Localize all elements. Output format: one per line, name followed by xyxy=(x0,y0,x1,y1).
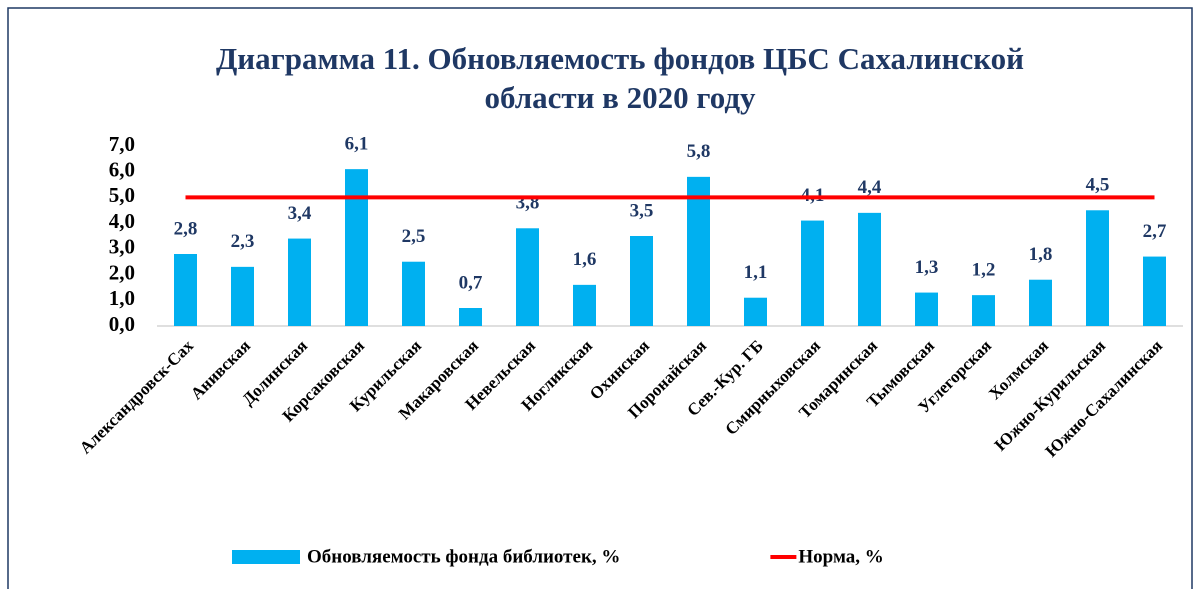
x-tick-label: Смирныховская xyxy=(721,336,824,439)
data-label: 0,7 xyxy=(459,272,483,293)
data-label: 4,4 xyxy=(858,177,882,198)
data-label: 4,5 xyxy=(1086,175,1110,196)
data-label: 1,8 xyxy=(1029,244,1053,265)
bar xyxy=(1143,256,1166,326)
bar xyxy=(1086,210,1109,326)
y-tick-label: 6,0 xyxy=(109,158,135,182)
bar xyxy=(630,236,653,326)
y-tick-label: 0,0 xyxy=(109,312,135,336)
y-tick-label: 2,0 xyxy=(109,260,135,284)
data-label: 1,6 xyxy=(573,249,597,270)
data-label: 5,8 xyxy=(687,141,711,162)
data-label: 2,7 xyxy=(1143,221,1167,242)
bar xyxy=(345,169,368,326)
data-label: 2,3 xyxy=(231,231,255,252)
data-label: 1,2 xyxy=(972,260,996,281)
x-tick-label: Александровск-Сах xyxy=(76,336,198,458)
bar xyxy=(858,212,881,326)
y-tick-label: 7,0 xyxy=(109,132,135,156)
y-tick-label: 5,0 xyxy=(109,183,135,207)
bar xyxy=(459,308,482,326)
bar xyxy=(516,228,539,326)
y-tick-label: 4,0 xyxy=(109,209,135,233)
chart-title: Диаграмма 11. Обновляемость фондов ЦБС С… xyxy=(216,41,1024,76)
bar xyxy=(744,297,767,326)
data-label: 3,5 xyxy=(630,200,654,221)
bar xyxy=(231,266,254,326)
bar xyxy=(801,220,824,326)
bar xyxy=(1029,279,1052,326)
bar xyxy=(573,284,596,326)
data-label: 2,8 xyxy=(174,218,198,239)
bar xyxy=(402,261,425,326)
chart-title: области в 2020 году xyxy=(484,80,756,115)
data-label: 2,5 xyxy=(402,226,426,247)
legend-swatch xyxy=(232,550,300,564)
chart-frame xyxy=(7,7,1193,589)
x-tick-label: Южно-Курильская xyxy=(991,336,1110,455)
bar xyxy=(687,176,710,326)
data-label: 1,1 xyxy=(744,262,768,283)
bar xyxy=(174,254,197,326)
legend-label: Норма, % xyxy=(798,546,883,567)
data-label: 6,1 xyxy=(345,134,369,155)
bar xyxy=(972,295,995,326)
y-tick-label: 3,0 xyxy=(109,235,135,259)
bar xyxy=(915,292,938,326)
data-label: 3,4 xyxy=(288,203,312,224)
bar xyxy=(288,238,311,326)
y-tick-label: 1,0 xyxy=(109,286,135,310)
data-label: 1,3 xyxy=(915,257,939,278)
legend-label: Обновляемость фонда библиотек, % xyxy=(307,546,620,567)
